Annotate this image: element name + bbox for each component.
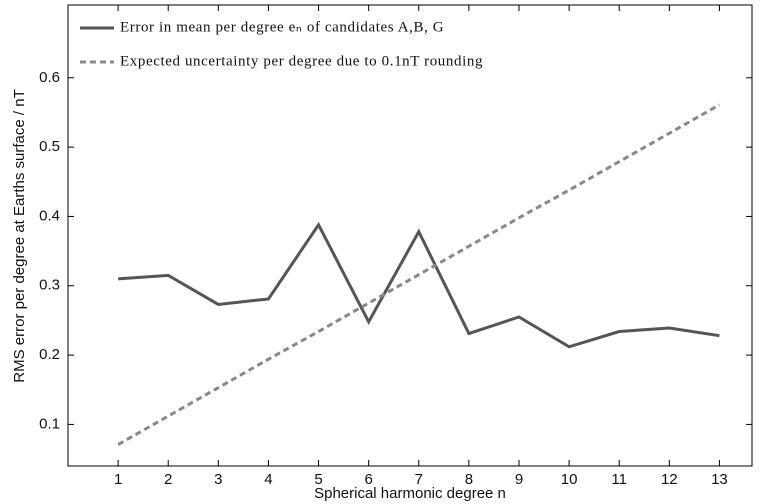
x-tick-label: 13 [711, 471, 728, 488]
legend-label: Error in mean per degree eₙ of candidate… [120, 19, 444, 35]
x-tick-label: 7 [415, 471, 423, 488]
series-line [118, 221, 720, 349]
plot-frame [67, 4, 753, 467]
x-tick-label: 9 [515, 471, 523, 488]
x-tick-label: 2 [164, 471, 172, 488]
x-tick-label: 3 [214, 471, 222, 488]
y-tick-label: 0.6 [39, 69, 60, 86]
series-line [117, 103, 721, 446]
y-axis-label: RMS error per degree at Earths surface /… [11, 89, 28, 382]
x-tick-label: 12 [661, 471, 678, 488]
legend-label: Expected uncertainty per degree due to 0… [120, 53, 483, 69]
x-axis-label: Spherical harmonic degree n [314, 485, 506, 502]
y-tick-label: 0.5 [39, 138, 60, 155]
y-tick-label: 0.2 [39, 346, 60, 363]
x-tick-label: 1 [114, 471, 122, 488]
x-tick-label: 10 [561, 471, 578, 488]
y-tick-label: 0.1 [39, 415, 60, 432]
y-tick-label: 0.3 [39, 277, 60, 294]
x-tick-label: 6 [364, 471, 372, 488]
y-tick-label: 0.4 [39, 207, 60, 224]
x-tick-label: 4 [264, 471, 272, 488]
x-tick-label: 11 [611, 471, 627, 488]
x-tick-label: 5 [314, 471, 322, 488]
x-tick-label: 8 [465, 471, 473, 488]
